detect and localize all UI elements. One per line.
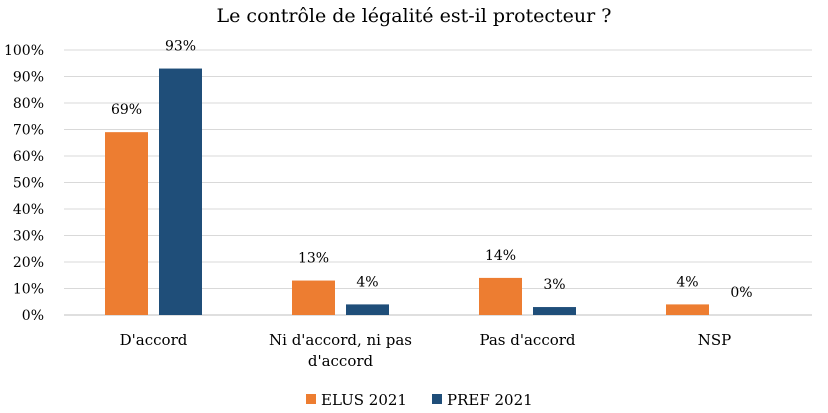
- y-tick-label: 10%: [13, 282, 44, 298]
- data-label: 14%: [485, 248, 516, 264]
- legend-swatch: [306, 394, 316, 404]
- y-tick-label: 30%: [13, 229, 44, 245]
- bar: [479, 277, 522, 315]
- bar: [292, 280, 335, 315]
- data-label: 3%: [543, 277, 565, 293]
- bar: [346, 304, 389, 315]
- bar: [105, 132, 148, 315]
- bars: [105, 68, 709, 315]
- x-axis: D'accord Ni d'accord, ni pas d'accord Pas d…: [120, 331, 732, 370]
- data-label: 0%: [730, 285, 752, 301]
- y-tick-label: 50%: [13, 176, 44, 192]
- y-tick-label: 0%: [22, 308, 44, 324]
- y-tick-label: 40%: [13, 202, 44, 218]
- x-tick-label: d'accord: [308, 352, 374, 370]
- data-label: 4%: [356, 274, 378, 290]
- x-tick-label: D'accord: [120, 331, 188, 349]
- x-tick-label: Pas d'accord: [479, 331, 575, 349]
- y-tick-label: 90%: [13, 70, 44, 86]
- data-label: 93%: [165, 39, 196, 55]
- y-tick-label: 20%: [13, 255, 44, 271]
- bar: [159, 68, 202, 315]
- legend-label: ELUS 2021: [321, 391, 407, 409]
- x-tick-label: NSP: [698, 331, 732, 349]
- legend-swatch: [432, 394, 442, 404]
- legend: ELUS 2021 PREF 2021: [306, 391, 533, 409]
- y-tick-label: 70%: [13, 123, 44, 139]
- data-labels: 69% 93% 13% 4% 14% 3% 4% 0%: [111, 39, 753, 301]
- y-axis: 0% 10% 20% 30% 40% 50% 60% 70% 80% 90% 100%: [4, 43, 44, 324]
- y-tick-label: 60%: [13, 149, 44, 165]
- legend-label: PREF 2021: [447, 391, 533, 409]
- data-label: 13%: [298, 251, 329, 267]
- y-tick-label: 100%: [4, 43, 44, 59]
- data-label: 69%: [111, 102, 142, 118]
- data-label: 4%: [676, 274, 698, 290]
- bar: [666, 304, 709, 315]
- chart-title: Le contrôle de légalité est-il protecteu…: [217, 5, 612, 27]
- bar: [533, 307, 576, 315]
- x-tick-label: Ni d'accord, ni pas: [269, 331, 412, 349]
- y-tick-label: 80%: [13, 96, 44, 112]
